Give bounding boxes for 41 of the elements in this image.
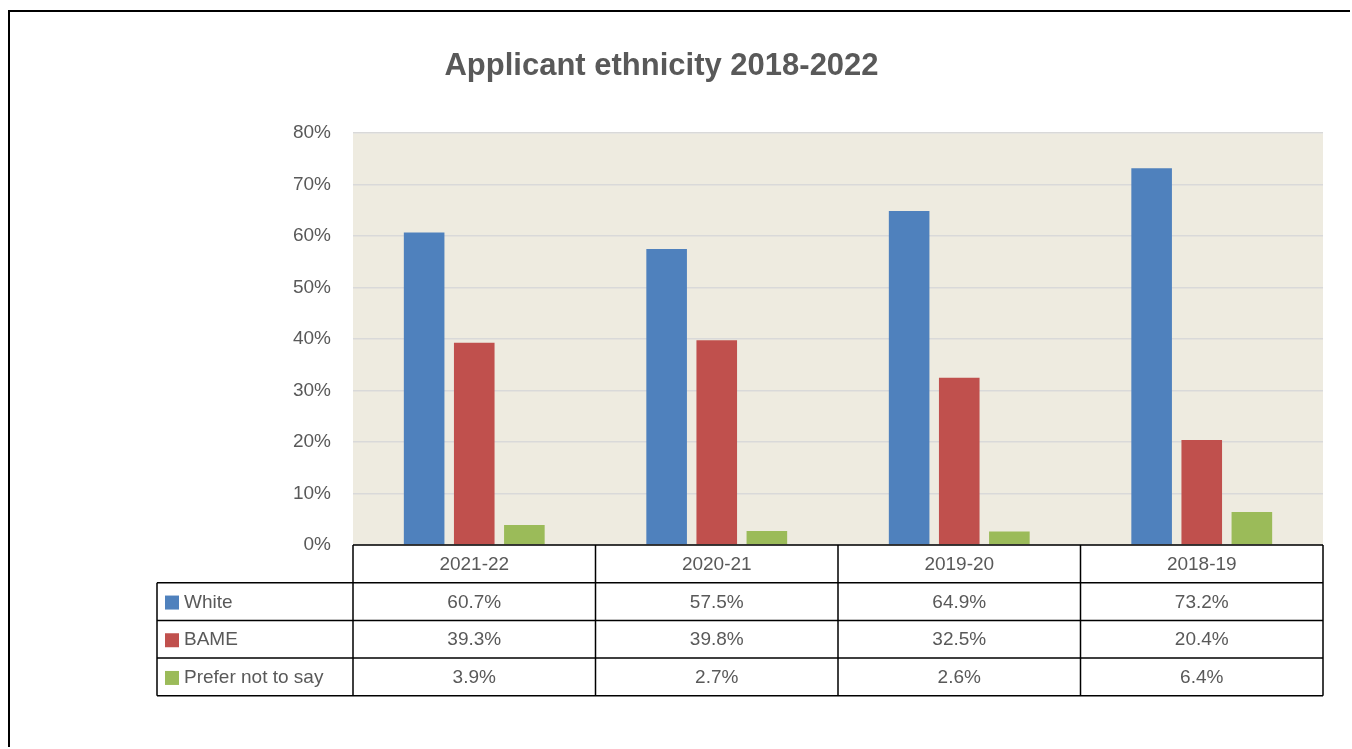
bar — [646, 249, 687, 545]
legend-label: White — [184, 590, 233, 612]
x-tick-label: 2021-22 — [439, 553, 510, 575]
bar — [746, 531, 788, 545]
data-label: 20.4% — [1174, 628, 1229, 650]
y-tick-label: 70% — [292, 172, 332, 194]
data-label: 57.5% — [689, 590, 744, 612]
bar — [696, 340, 738, 545]
bar — [1131, 168, 1172, 545]
y-tick-label: 0% — [303, 533, 332, 555]
y-tick-label: 10% — [292, 481, 332, 503]
legend-label: BAME — [184, 628, 238, 650]
x-tick-label: 2020-21 — [681, 553, 752, 575]
chart-title: Applicant ethnicity 2018-2022 — [444, 47, 879, 83]
bar — [1231, 512, 1273, 545]
bar — [938, 377, 980, 545]
data-label: 64.9% — [932, 590, 987, 612]
y-tick-label: 40% — [292, 327, 332, 349]
data-label: 39.3% — [447, 628, 502, 650]
data-label: 6.4% — [1180, 666, 1224, 688]
y-tick-label: 50% — [292, 275, 332, 297]
data-label: 2.7% — [695, 666, 739, 688]
bar — [989, 531, 1030, 545]
x-tick-label: 2018-19 — [1166, 553, 1237, 575]
data-label: 2.6% — [937, 666, 982, 688]
bar — [453, 342, 495, 545]
data-label: 60.7% — [447, 590, 502, 612]
x-tick-label: 2019-20 — [924, 553, 995, 575]
y-tick-label: 20% — [292, 430, 332, 452]
legend-label: Prefer not to say — [184, 666, 324, 688]
bar — [888, 210, 930, 545]
bar — [504, 524, 545, 545]
y-tick-label: 60% — [292, 224, 332, 246]
y-tick-label: 30% — [292, 378, 332, 400]
data-label: 73.2% — [1174, 590, 1229, 612]
y-tick-label: 80% — [292, 121, 332, 143]
data-label: 39.8% — [689, 628, 744, 650]
bar — [403, 232, 445, 545]
bar — [1181, 439, 1223, 545]
data-label: 32.5% — [932, 628, 987, 650]
data-label: 3.9% — [452, 666, 497, 688]
